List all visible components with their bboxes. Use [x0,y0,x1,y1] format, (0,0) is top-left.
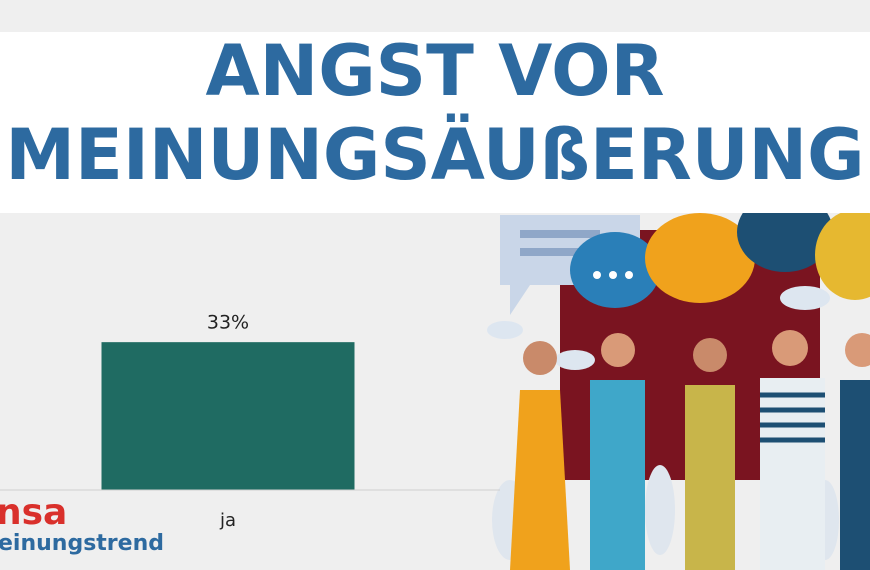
data-label: 33% [207,312,249,334]
illustration [487,192,870,570]
logo-text: einungstrend [0,531,164,556]
title-band [0,32,870,213]
logo-text: nsa [0,492,67,533]
bar [101,342,355,490]
chart-title: MEINUNGSÄUßERUNG [5,114,864,196]
x-tick-label: ja [219,510,236,531]
chart-title: ANGST VOR [205,30,664,112]
